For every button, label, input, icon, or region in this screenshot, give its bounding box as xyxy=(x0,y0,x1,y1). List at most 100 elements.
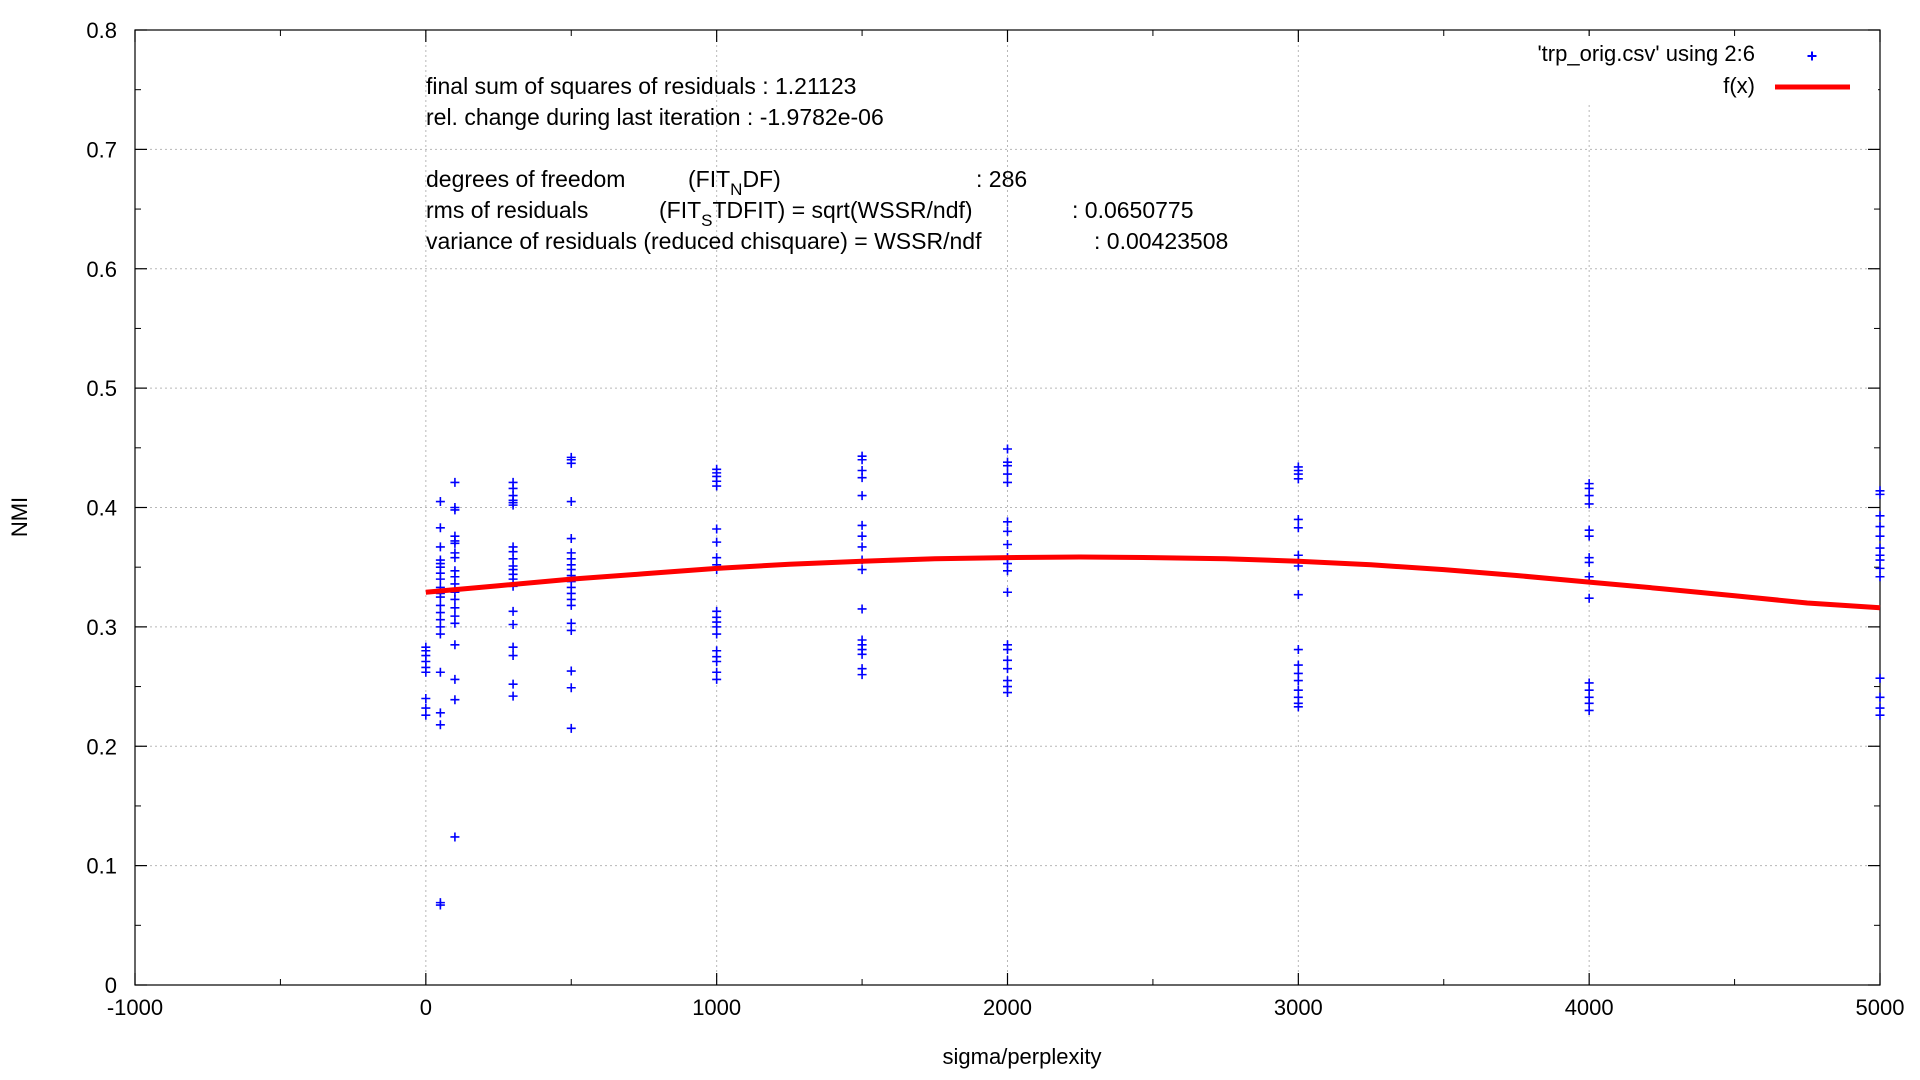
fit-dof-label: degrees of freedom xyxy=(426,166,625,192)
data-point xyxy=(435,497,445,507)
data-point xyxy=(1875,710,1885,720)
data-point xyxy=(435,574,445,584)
data-point xyxy=(1875,673,1885,683)
data-point xyxy=(1003,517,1012,527)
data-point xyxy=(1584,705,1594,715)
grid-lines xyxy=(135,30,1880,985)
data-point xyxy=(450,618,460,628)
data-point xyxy=(1875,522,1885,532)
data-point xyxy=(857,531,867,541)
data-point xyxy=(1003,587,1012,597)
data-point xyxy=(1584,557,1594,567)
legend-label-data: 'trp_orig.csv' using 2:6 xyxy=(1537,41,1755,66)
data-point xyxy=(1293,676,1303,686)
fit-dof-func-rest: DF) xyxy=(742,166,780,192)
data-point xyxy=(435,542,445,552)
data-point xyxy=(1293,590,1303,600)
data-point xyxy=(857,670,867,680)
x-tick-label: 4000 xyxy=(1565,995,1614,1020)
fit-statistics-text: final sum of squares of residuals : 1.21… xyxy=(426,73,1228,254)
data-point xyxy=(1293,523,1303,533)
data-point xyxy=(1875,555,1885,565)
data-point xyxy=(421,694,431,703)
data-point xyxy=(1293,702,1303,712)
x-tick-label: 2000 xyxy=(983,995,1032,1020)
data-point xyxy=(712,629,722,639)
data-point xyxy=(508,606,518,616)
data-point xyxy=(450,477,460,487)
data-point xyxy=(1003,688,1012,698)
data-point xyxy=(435,720,445,730)
data-point xyxy=(1875,511,1885,521)
data-point xyxy=(1293,474,1303,484)
data-point xyxy=(857,455,867,465)
fit-variance-line: variance of residuals (reduced chisquare… xyxy=(426,228,982,254)
data-point xyxy=(1875,531,1885,541)
legend-label-fit: f(x) xyxy=(1723,73,1755,98)
fit-curve xyxy=(425,554,1881,611)
x-tick-label: 1000 xyxy=(692,995,741,1020)
data-point xyxy=(421,710,431,720)
data-point xyxy=(566,534,576,544)
data-point xyxy=(508,691,518,701)
data-point xyxy=(1584,593,1594,603)
x-tick-label: 3000 xyxy=(1274,995,1323,1020)
data-point xyxy=(450,603,460,613)
data-point xyxy=(450,538,460,548)
data-point xyxy=(435,592,445,602)
data-point xyxy=(435,708,445,718)
fit-variance-value: : 0.00423508 xyxy=(1094,228,1228,254)
x-tick-label: 0 xyxy=(420,995,432,1020)
data-point xyxy=(1293,514,1303,524)
fit-line-sum-of-squares: final sum of squares of residuals : 1.21… xyxy=(426,73,856,99)
y-tick-label: 0.3 xyxy=(86,615,117,640)
legend-background xyxy=(1370,36,1878,104)
data-point xyxy=(857,473,867,483)
y-tick-label: 0.5 xyxy=(86,376,117,401)
data-point xyxy=(857,520,867,530)
data-point xyxy=(1293,645,1303,655)
legend: 'trp_orig.csv' using 2:6 f(x) xyxy=(1370,36,1878,104)
data-point xyxy=(1003,444,1012,454)
data-point xyxy=(1875,572,1885,582)
data-point xyxy=(1003,655,1012,665)
data-point xyxy=(566,625,576,635)
tick-labels: -1000 0 1000 2000 3000 4000 500000.10.20.30.40… xyxy=(86,18,1904,1020)
fit-rms-label: rms of residuals xyxy=(426,197,588,223)
data-point xyxy=(421,667,431,677)
x-axis-title: sigma/perplexity xyxy=(943,1044,1102,1069)
data-point xyxy=(712,674,722,684)
legend-marker-plus xyxy=(1807,51,1817,61)
y-axis-title: NMI xyxy=(7,497,32,537)
data-point xyxy=(508,679,518,689)
fit-rms-func-sub: S xyxy=(701,211,712,230)
data-point xyxy=(1584,491,1594,501)
data-point xyxy=(1293,660,1303,670)
data-point xyxy=(857,542,867,552)
data-point xyxy=(566,723,576,733)
data-point xyxy=(508,651,518,661)
data-point xyxy=(712,481,722,491)
data-point xyxy=(1875,489,1885,499)
data-point xyxy=(1003,540,1012,550)
data-point xyxy=(712,656,722,666)
data-point xyxy=(712,537,722,547)
x-tick-label: 5000 xyxy=(1856,995,1905,1020)
data-point xyxy=(1003,664,1012,674)
data-point xyxy=(435,523,445,533)
data-point xyxy=(435,900,445,910)
data-point xyxy=(857,565,867,575)
y-tick-label: 0 xyxy=(105,973,117,998)
fit-dof-func-sub: N xyxy=(730,180,742,199)
data-point xyxy=(857,604,867,614)
data-points xyxy=(421,444,1885,910)
y-tick-label: 0.7 xyxy=(86,137,117,162)
data-point xyxy=(566,458,576,468)
data-point xyxy=(1003,461,1012,471)
data-point xyxy=(712,524,722,534)
data-point xyxy=(450,674,460,684)
fit-rms-value: : 0.0650775 xyxy=(1072,197,1194,223)
data-point xyxy=(566,497,576,507)
data-point xyxy=(1875,563,1885,573)
